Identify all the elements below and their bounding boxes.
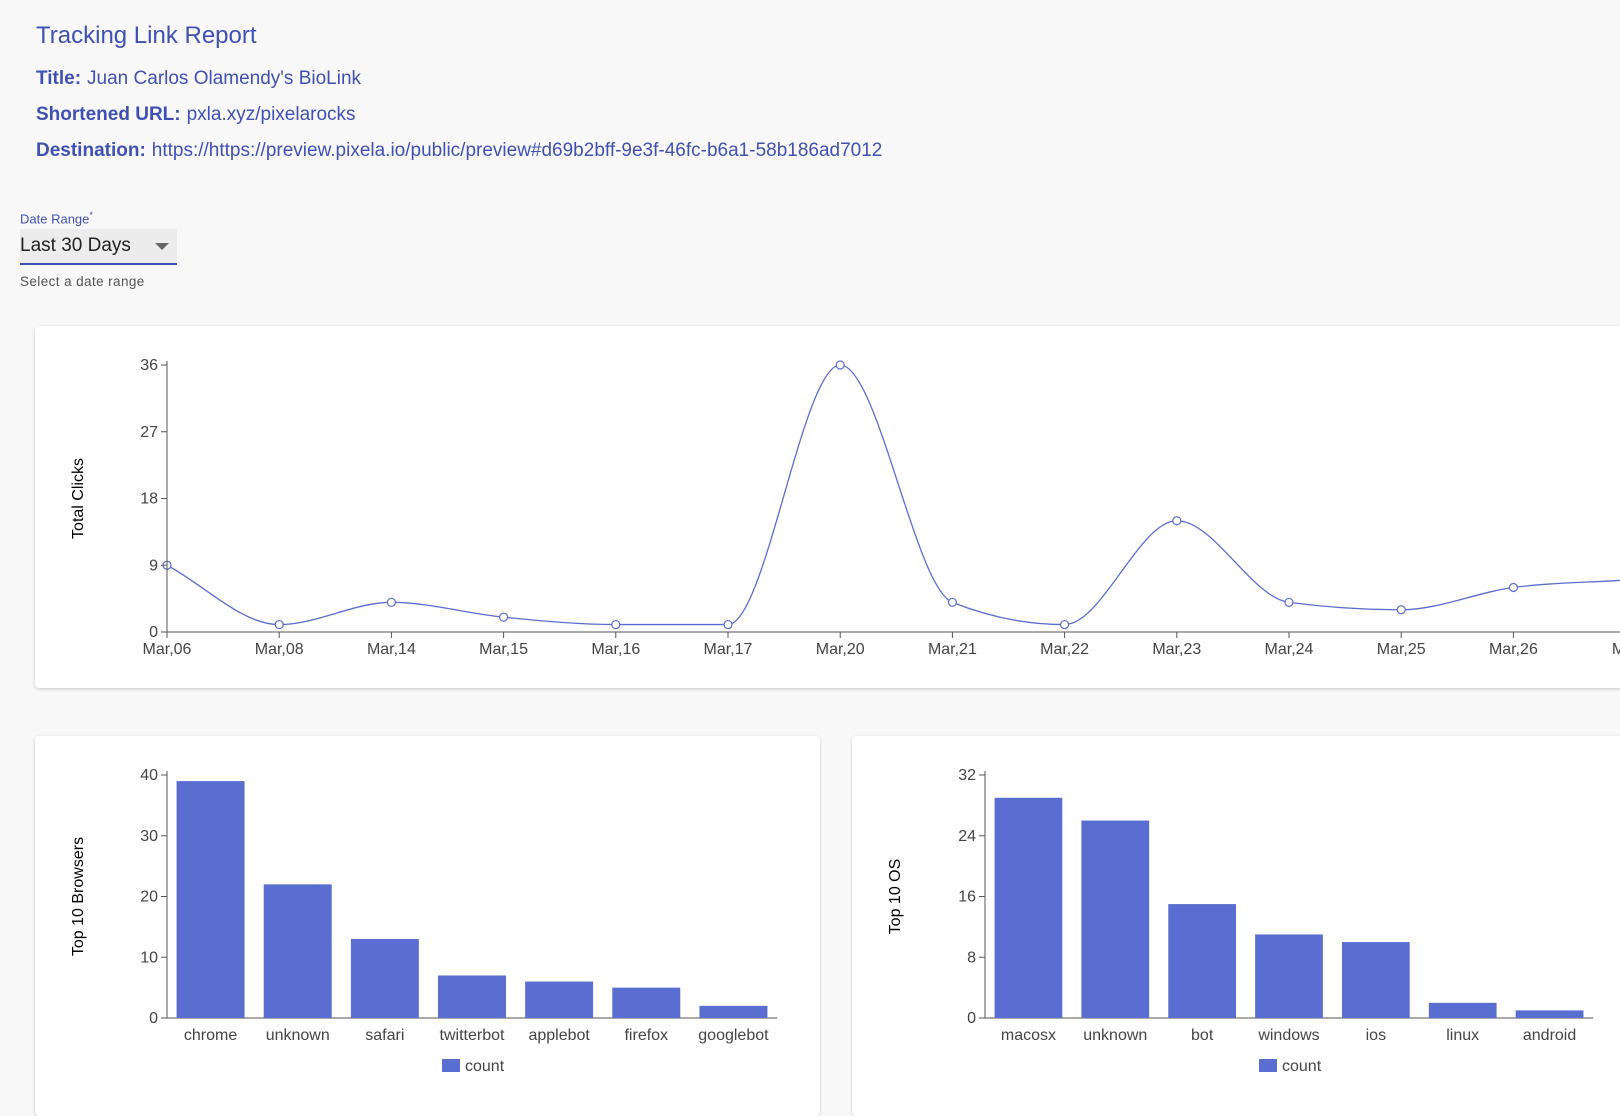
bar <box>612 987 681 1018</box>
y-tick-label: 40 <box>140 767 158 784</box>
field-label: Title: <box>36 68 82 89</box>
field-value[interactable]: https://https://preview.pixela.io/public… <box>151 140 883 161</box>
dropdown-arrow <box>155 243 169 250</box>
y-tick-label: 18 <box>140 491 158 508</box>
y-tick-label: 9 <box>149 557 158 574</box>
x-tick-label: bot <box>1191 1027 1214 1044</box>
report-title: Tracking Link Report <box>36 22 257 49</box>
point <box>1396 605 1406 615</box>
x-tick-label: firefox <box>624 1027 668 1044</box>
bar <box>176 781 245 1018</box>
legend-swatch <box>442 1059 460 1072</box>
y-tick-label: 10 <box>140 949 158 966</box>
x-tick-label: Mar,17 <box>704 641 753 658</box>
bar <box>438 975 506 1018</box>
y-tick-label: 0 <box>149 1010 158 1027</box>
bar <box>350 939 419 1018</box>
x-tick-label: twitterbot <box>440 1027 505 1044</box>
x-tick-label: Mar,15 <box>479 641 528 658</box>
bar <box>525 981 594 1018</box>
bar <box>1255 934 1323 1018</box>
point <box>835 360 845 370</box>
x-tick-label: applebot <box>528 1027 590 1044</box>
y-tick-label: 8 <box>967 949 976 966</box>
x-tick-label: unknown <box>1083 1027 1147 1044</box>
date-range-label: Date Range* <box>20 210 93 226</box>
field: Destination: https://https://preview.pixe… <box>36 140 882 162</box>
y-tick-label: 27 <box>140 424 158 441</box>
browser-card <box>35 736 820 1116</box>
x-tick-label: linux <box>1446 1027 1479 1044</box>
point <box>1284 597 1294 607</box>
x-tick-label: safari <box>365 1027 404 1044</box>
y-tick-label: 32 <box>958 767 976 784</box>
field-label: Destination: <box>36 140 146 161</box>
x-tick-label: macosx <box>1001 1027 1056 1044</box>
legend-label: count <box>465 1058 505 1075</box>
point <box>499 612 509 622</box>
field-value: Juan Carlos Olamendy's BioLink <box>87 68 362 89</box>
field: Title: Juan Carlos Olamendy's BioLink <box>36 68 361 90</box>
point <box>723 619 733 630</box>
label-text: Date Range <box>20 211 90 227</box>
x-tick-label: Mar,25 <box>1377 641 1426 658</box>
legend-label: count <box>1282 1058 1322 1075</box>
y-tick-label: 20 <box>140 889 158 906</box>
y-tick-label: 24 <box>958 828 976 845</box>
x-tick-label: Mar,06 <box>143 641 192 658</box>
point <box>1059 619 1070 630</box>
field: Shortened URL: pxla.xyz/pixelarocks <box>36 104 356 126</box>
line-card <box>35 326 1620 688</box>
bar <box>263 884 332 1018</box>
bar <box>994 797 1063 1018</box>
selected-option: Last 30 Days <box>20 235 131 256</box>
x-tick-label: Mar <box>1612 641 1620 658</box>
bar <box>1341 942 1410 1018</box>
y-tick-label: 16 <box>958 889 976 906</box>
x-tick-label: Mar,14 <box>367 641 416 658</box>
charts: Mar,06 Mar,08 Mar,14 Mar,15 Mar,16 Mar,17 Mar,… <box>70 357 1620 1075</box>
y-axis-label: Top 10 Browsers <box>70 837 87 956</box>
x-tick-label: googlebot <box>698 1027 769 1044</box>
bar <box>1081 820 1150 1018</box>
point <box>274 619 284 630</box>
x-tick-label: windows <box>1257 1027 1319 1044</box>
y-axis-label: Top 10 OS <box>887 859 904 935</box>
required-mark: * <box>89 210 93 220</box>
point <box>1172 516 1182 526</box>
y-tick-label: 0 <box>967 1010 976 1027</box>
y-axis-label: Total Clicks <box>70 458 87 539</box>
y-tick-label: 0 <box>149 624 158 641</box>
field-label: Shortened URL: <box>36 104 181 125</box>
date-range-select[interactable]: Last 30 Days <box>20 229 177 265</box>
y-tick-label: 36 <box>140 357 158 374</box>
bar <box>1515 1010 1584 1018</box>
x-tick-label: Mar,08 <box>255 641 304 658</box>
x-tick-label: unknown <box>266 1027 330 1044</box>
x-tick-label: ios <box>1366 1027 1386 1044</box>
page: Tracking Link Report Title: Juan Carlos O… <box>20 22 1620 1075</box>
bar <box>699 1005 768 1018</box>
x-tick-label: Mar,26 <box>1489 641 1538 658</box>
x-tick-label: Mar,23 <box>1152 641 1201 658</box>
x-tick-label: Mar,24 <box>1265 641 1314 658</box>
bar <box>1168 904 1237 1018</box>
x-tick-label: Mar,21 <box>928 641 977 658</box>
bar <box>1428 1002 1497 1018</box>
y-tick-label: 30 <box>140 828 158 845</box>
point <box>611 619 621 630</box>
point <box>1508 582 1519 593</box>
x-tick-label: Mar,16 <box>591 641 640 658</box>
point <box>947 597 958 607</box>
x-tick-label: chrome <box>184 1027 237 1044</box>
helper-text: Select a date range <box>20 274 145 289</box>
point <box>386 597 396 607</box>
x-tick-label: android <box>1523 1027 1576 1044</box>
field-value: pxla.xyz/pixelarocks <box>186 104 356 125</box>
legend-swatch <box>1259 1059 1277 1072</box>
line <box>166 364 1620 626</box>
x-tick-label: Mar,20 <box>816 641 865 658</box>
x-tick-label: Mar,22 <box>1040 641 1089 658</box>
